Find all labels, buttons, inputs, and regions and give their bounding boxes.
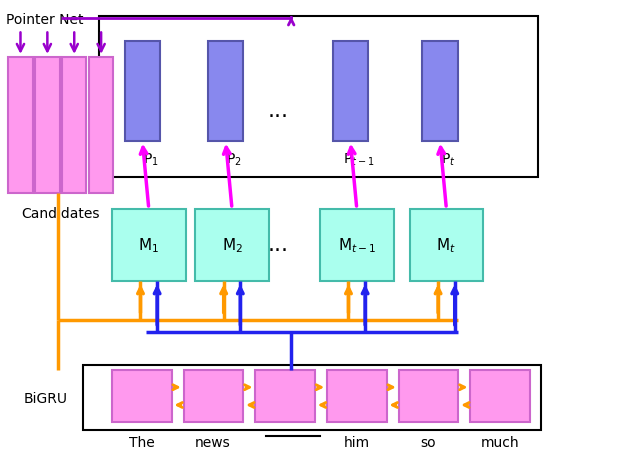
FancyBboxPatch shape — [35, 57, 60, 193]
FancyBboxPatch shape — [62, 57, 86, 193]
Text: news: news — [195, 436, 231, 449]
FancyBboxPatch shape — [112, 209, 186, 281]
Text: P$_{t-1}$: P$_{t-1}$ — [343, 152, 374, 168]
Text: M$_1$: M$_1$ — [138, 236, 159, 255]
Text: ...: ... — [268, 235, 289, 255]
FancyBboxPatch shape — [399, 370, 458, 422]
FancyBboxPatch shape — [125, 41, 160, 141]
Text: P$_t$: P$_t$ — [441, 152, 456, 168]
FancyBboxPatch shape — [320, 209, 394, 281]
FancyBboxPatch shape — [470, 370, 530, 422]
Text: much: much — [481, 436, 520, 449]
FancyBboxPatch shape — [208, 41, 243, 141]
Text: so: so — [420, 436, 436, 449]
FancyBboxPatch shape — [410, 209, 483, 281]
Text: P$_1$: P$_1$ — [143, 152, 159, 168]
FancyBboxPatch shape — [89, 57, 113, 193]
FancyBboxPatch shape — [184, 370, 243, 422]
Text: him: him — [344, 436, 369, 449]
FancyBboxPatch shape — [99, 16, 538, 177]
FancyBboxPatch shape — [8, 57, 33, 193]
Text: Pointer Net: Pointer Net — [6, 13, 84, 27]
Text: P$_2$: P$_2$ — [226, 152, 242, 168]
Text: BiGRU: BiGRU — [24, 392, 68, 405]
Text: Candidates: Candidates — [22, 207, 100, 221]
FancyBboxPatch shape — [255, 370, 315, 422]
Text: M$_2$: M$_2$ — [221, 236, 243, 255]
FancyBboxPatch shape — [333, 41, 368, 141]
Text: The: The — [129, 436, 155, 449]
FancyBboxPatch shape — [327, 370, 387, 422]
FancyBboxPatch shape — [83, 365, 541, 430]
FancyBboxPatch shape — [112, 370, 172, 422]
FancyBboxPatch shape — [195, 209, 269, 281]
FancyBboxPatch shape — [422, 41, 458, 141]
Text: M$_{t-1}$: M$_{t-1}$ — [338, 236, 376, 255]
Text: ...: ... — [268, 101, 289, 121]
Text: M$_t$: M$_t$ — [436, 236, 456, 255]
